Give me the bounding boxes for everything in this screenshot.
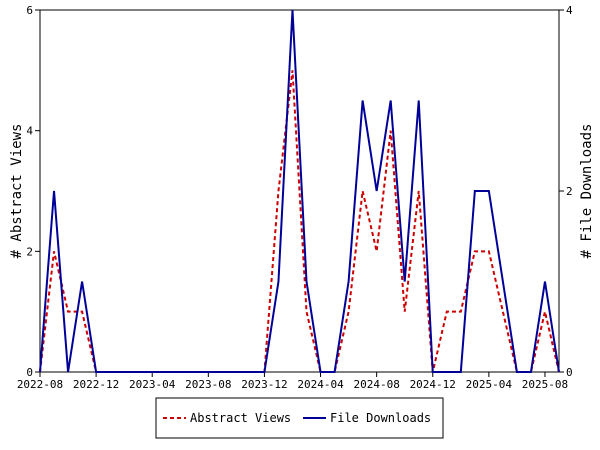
x-tick-label: 2023-08 <box>185 378 231 391</box>
x-tick-label: 2022-12 <box>73 378 119 391</box>
x-tick-label: 2023-04 <box>129 378 176 391</box>
legend-label-file-downloads: File Downloads <box>330 411 431 425</box>
y-left-tick-label: 0 <box>26 366 33 379</box>
legend: Abstract Views File Downloads <box>155 397 444 439</box>
series-layer <box>39 9 560 373</box>
x-tick-label: 2025-04 <box>466 378 513 391</box>
y-left-tick-label: 2 <box>26 245 33 258</box>
y-right-tick-label: 0 <box>566 366 573 379</box>
x-tick-label: 2022-08 <box>17 378 63 391</box>
y-right-tick-label: 4 <box>566 4 573 17</box>
y-left-axis-ticks: 0 2 4 6 <box>26 4 40 379</box>
x-tick-label: 2024-08 <box>353 378 399 391</box>
x-tick-label: 2024-04 <box>297 378 344 391</box>
y-left-tick-label: 6 <box>26 4 33 17</box>
series-line-file-downloads <box>39 9 560 373</box>
y-right-tick-label: 2 <box>566 185 573 198</box>
y-right-axis-ticks: 0 2 4 <box>559 4 573 379</box>
x-axis-ticks: 2022-08 2022-12 2023-04 2023-08 2023-12 2024-… <box>17 372 568 391</box>
x-tick-label: 2023-12 <box>241 378 287 391</box>
plot-area <box>39 9 560 373</box>
legend-box <box>155 397 444 439</box>
x-tick-label: 2025-08 <box>522 378 568 391</box>
y-right-axis-title: # File Downloads <box>579 124 595 259</box>
legend-label-abstract-views: Abstract Views <box>190 411 291 425</box>
y-left-tick-label: 4 <box>26 125 33 138</box>
y-left-axis-title: # Abstract Views <box>9 124 25 259</box>
x-tick-label: 2024-12 <box>410 378 456 391</box>
